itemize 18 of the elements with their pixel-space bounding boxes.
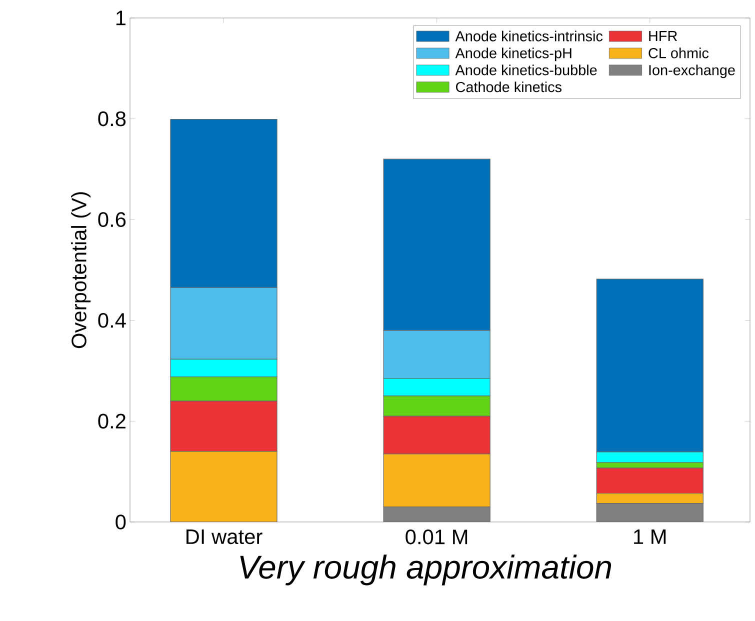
legend-label: Anode kinetics-intrinsic [455,30,603,42]
x-tick-label: DI water [186,530,262,544]
y-tick-label: 0 [116,514,126,530]
y-tick-label: 0.4 [98,312,126,328]
x-tick-label: 0.01 M [406,530,468,544]
y-tick-label: 0.8 [98,111,126,126]
legend-label: Anode kinetics-bubble [455,64,597,76]
x-tick-label: 1 M [634,530,666,544]
legend-label: Cathode kinetics [456,82,562,92]
y-tick-label: 0.2 [98,414,126,429]
y-axis-title: Overpotential (V) [71,192,91,348]
legend-label: HFR [649,31,677,41]
y-tick-label: 0.6 [98,212,126,227]
legend-label: Anode kinetics-pH [455,48,572,62]
legend-label: CL ohmic [648,48,709,58]
y-tick-label: 1 [116,10,126,26]
text: Very rough approximation [240,554,612,586]
legend-label: Ion-exchange [649,64,735,78]
